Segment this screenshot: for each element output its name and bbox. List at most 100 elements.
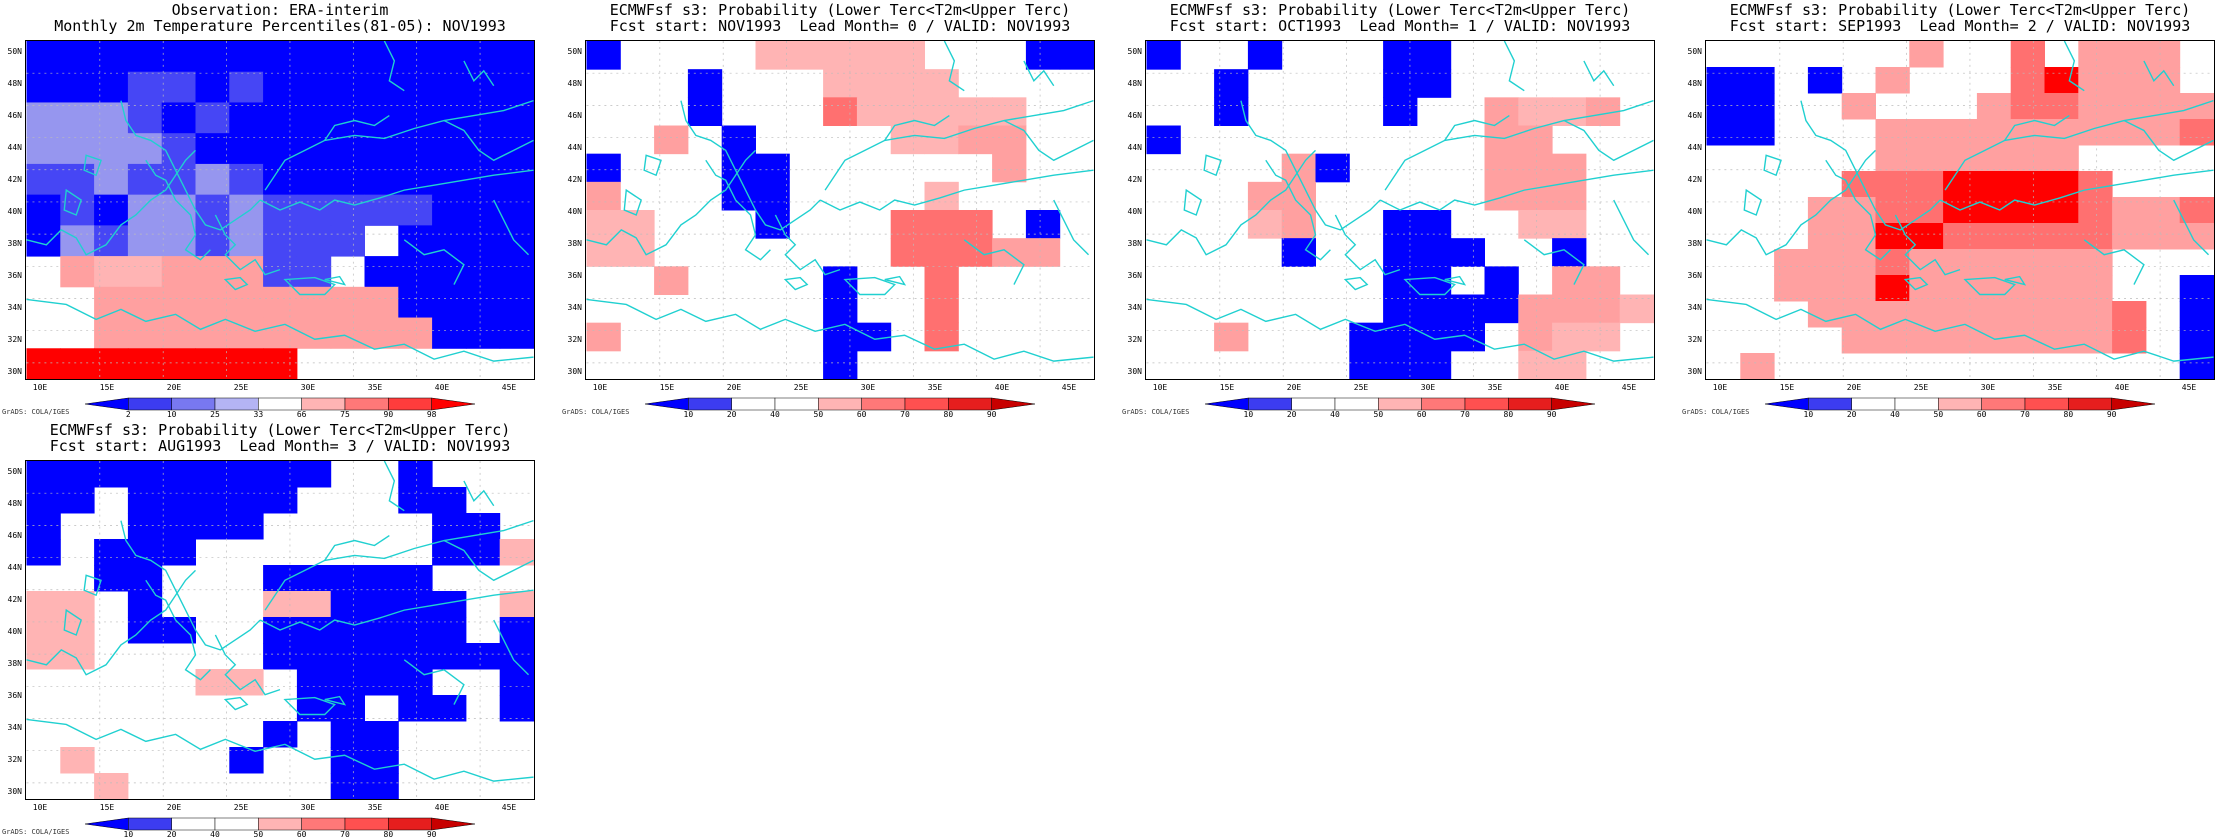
grid-cell bbox=[94, 317, 129, 349]
grid-cell bbox=[2112, 301, 2147, 328]
grid-cell bbox=[1943, 223, 1978, 250]
coastline bbox=[1240, 100, 1381, 231]
grid-cell bbox=[26, 616, 61, 644]
colorbar-label: 10 bbox=[123, 830, 134, 839]
grads-credit: GrADS: COLA/IGES bbox=[562, 408, 630, 416]
grid-cell bbox=[330, 317, 365, 349]
grid-cell bbox=[890, 69, 925, 98]
colorbar bbox=[1764, 397, 2156, 411]
map-area bbox=[25, 40, 535, 380]
lon-tick-label: 45E bbox=[1621, 383, 1637, 392]
grid-cell bbox=[1706, 118, 1741, 146]
colorbar-label: 2 bbox=[125, 410, 131, 419]
coastline bbox=[324, 114, 390, 141]
grid-cell bbox=[364, 317, 399, 349]
lat-tick-label: 40N bbox=[567, 207, 582, 216]
grid-cell bbox=[127, 616, 163, 644]
grid-cell bbox=[924, 238, 959, 267]
grid-cell bbox=[432, 133, 467, 165]
grid-cell bbox=[2112, 223, 2147, 250]
grid-cell bbox=[398, 102, 433, 134]
grid-cell bbox=[195, 225, 230, 257]
grid-cell bbox=[1281, 181, 1316, 211]
grid-cell bbox=[1841, 274, 1876, 302]
grid-cell bbox=[161, 616, 196, 644]
grid-cell bbox=[890, 238, 925, 267]
grid-cell bbox=[263, 286, 298, 319]
colorbar-segment bbox=[258, 397, 302, 411]
colorbar-segment bbox=[171, 397, 216, 411]
grid-cell bbox=[330, 286, 365, 319]
lon-tick-label: 35E bbox=[927, 383, 943, 392]
grid-cell bbox=[2078, 66, 2113, 94]
lat-tick-label: 38N bbox=[1687, 239, 1702, 248]
lon-tick-label: 25E bbox=[1913, 383, 1929, 392]
grid-cell bbox=[161, 71, 196, 103]
grid-cell bbox=[2010, 41, 2045, 68]
grid-cell bbox=[586, 181, 621, 211]
grid-cell bbox=[1976, 93, 2012, 120]
grid-cell bbox=[398, 71, 433, 103]
colorbar-label: 90 bbox=[426, 830, 437, 839]
colorbar-segment bbox=[1421, 397, 1466, 411]
coastline bbox=[1403, 276, 1456, 296]
lat-tick-label: 42N bbox=[1687, 175, 1702, 184]
colorbar-segment bbox=[1204, 397, 1249, 411]
grid-cell bbox=[654, 266, 689, 295]
grid-cell bbox=[161, 348, 196, 379]
grid-cell bbox=[2179, 196, 2214, 224]
coastline bbox=[324, 695, 347, 706]
colorbar-segment bbox=[128, 817, 172, 831]
coastline bbox=[1444, 275, 1467, 286]
grid-cell bbox=[432, 643, 467, 670]
grid-cell bbox=[2044, 223, 2079, 250]
lat-tick-label: 40N bbox=[7, 627, 22, 636]
coastline bbox=[223, 276, 249, 291]
colorbar-segment bbox=[644, 397, 689, 411]
grid-cell bbox=[26, 41, 61, 73]
coastline bbox=[1384, 99, 1654, 191]
lat-tick-label: 36N bbox=[7, 691, 22, 700]
grid-cell bbox=[229, 256, 264, 288]
colorbar-label: 80 bbox=[943, 410, 954, 419]
grid-cell bbox=[161, 317, 196, 349]
grid-cell bbox=[2078, 248, 2113, 276]
coastline bbox=[1003, 119, 1094, 162]
colorbar-label: 60 bbox=[296, 830, 307, 839]
grid-cell bbox=[60, 163, 95, 196]
grid-cell bbox=[398, 486, 433, 514]
grid-cell bbox=[1875, 171, 1910, 198]
lon-tick-label: 10E bbox=[592, 383, 608, 392]
colorbar-segment bbox=[431, 817, 476, 831]
colorbar-segment bbox=[688, 397, 732, 411]
lon-tick-label: 10E bbox=[32, 803, 48, 812]
grid-cell bbox=[465, 102, 501, 134]
grid-cell bbox=[1059, 41, 1094, 70]
grid-cell bbox=[1943, 248, 1978, 276]
grid-cell bbox=[1416, 322, 1452, 352]
grads-credit: GrADS: COLA/IGES bbox=[2, 828, 70, 836]
coastline bbox=[493, 199, 530, 256]
coastline bbox=[643, 154, 662, 177]
grid-cell bbox=[1943, 326, 1978, 354]
grid-cell bbox=[465, 194, 501, 226]
colorbar-label: 50 bbox=[1933, 410, 1944, 419]
coastline bbox=[783, 276, 809, 291]
lat-tick-label: 38N bbox=[1127, 239, 1142, 248]
grid-cell bbox=[263, 643, 298, 670]
coastline bbox=[1963, 276, 2016, 296]
grid-cell bbox=[823, 69, 858, 98]
grid-cell bbox=[26, 71, 61, 103]
grid-cell bbox=[161, 163, 196, 196]
colorbar-segment bbox=[258, 817, 302, 831]
grid-cell bbox=[398, 41, 433, 73]
colorbar-label: 60 bbox=[1976, 410, 1987, 419]
grid-cell bbox=[1383, 322, 1418, 352]
grid-cell bbox=[161, 256, 196, 288]
coastline bbox=[264, 99, 534, 191]
grid-cell bbox=[1875, 326, 1910, 354]
lat-tick-label: 36N bbox=[567, 271, 582, 280]
lon-tick-label: 25E bbox=[1353, 383, 1369, 392]
grid-cell bbox=[60, 256, 95, 288]
lat-tick-label: 38N bbox=[567, 239, 582, 248]
